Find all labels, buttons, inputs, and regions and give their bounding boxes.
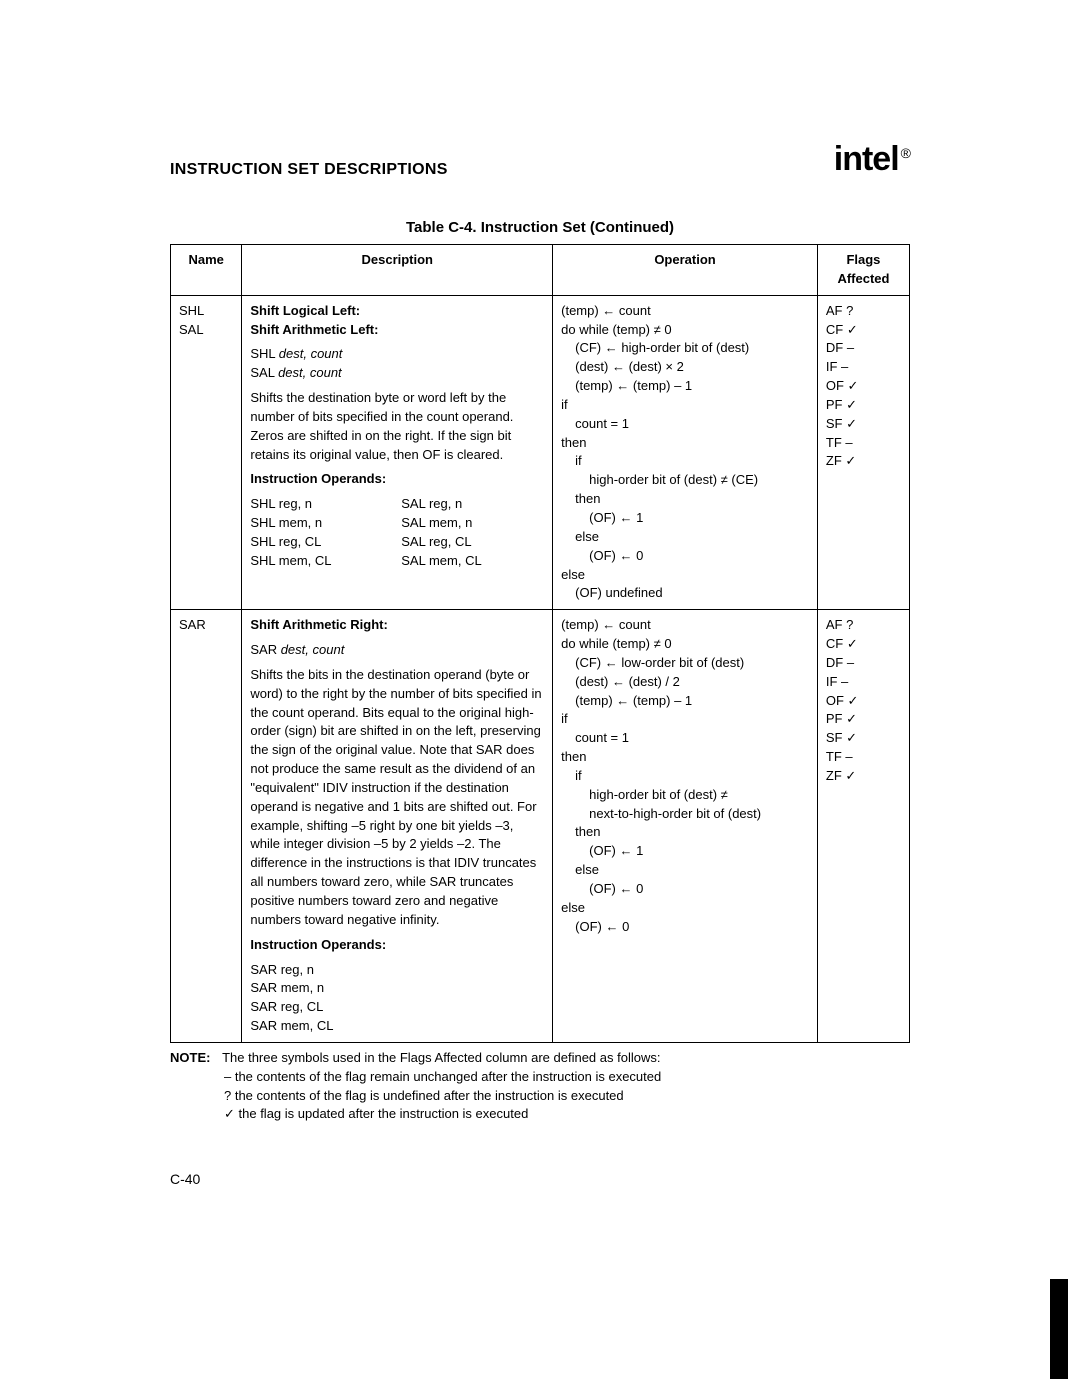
instruction-operation: (temp) ← countdo while (temp) ≠ 0(CF) ← …: [553, 295, 818, 610]
col-name: Name: [171, 245, 242, 296]
flags-affected: AF ?CF ✓DF –IF –OF ✓PF ✓SF ✓TF –ZF ✓: [817, 295, 909, 610]
note-label: NOTE:: [170, 1050, 210, 1065]
note-line: – the contents of the flag remain unchan…: [170, 1068, 910, 1087]
logo-text: intel: [834, 140, 899, 178]
table-row: SHLSALShift Logical Left:Shift Arithmeti…: [171, 295, 910, 610]
table-header-row: Name Description Operation Flags Affecte…: [171, 245, 910, 296]
note-line: ? the contents of the flag is undefined …: [170, 1087, 910, 1106]
page-number: C-40: [170, 1171, 200, 1187]
note: NOTE: The three symbols used in the Flag…: [170, 1049, 910, 1124]
flags-affected: AF ?CF ✓DF –IF –OF ✓PF ✓SF ✓TF –ZF ✓: [817, 610, 909, 1043]
col-flags: Flags Affected: [817, 245, 909, 296]
intel-logo: intel®: [834, 140, 910, 179]
table-title: Table C-4. Instruction Set (Continued): [170, 219, 910, 236]
instruction-table: Name Description Operation Flags Affecte…: [170, 244, 910, 1043]
table-row: SARShift Arithmetic Right:SAR dest, coun…: [171, 610, 910, 1043]
black-bar-icon: [1050, 1279, 1068, 1379]
page: INSTRUCTION SET DESCRIPTIONS intel® Tabl…: [0, 0, 1080, 1397]
instruction-operation: (temp) ← countdo while (temp) ≠ 0(CF) ← …: [553, 610, 818, 1043]
col-operation: Operation: [553, 245, 818, 296]
col-description: Description: [242, 245, 553, 296]
instruction-description: Shift Logical Left:Shift Arithmetic Left…: [242, 295, 553, 610]
section-title: INSTRUCTION SET DESCRIPTIONS: [170, 161, 448, 179]
note-line: The three symbols used in the Flags Affe…: [214, 1050, 660, 1065]
instruction-name: SAR: [171, 610, 242, 1043]
registered-icon: ®: [901, 145, 910, 161]
instruction-name: SHLSAL: [171, 295, 242, 610]
header: INSTRUCTION SET DESCRIPTIONS intel®: [170, 140, 910, 179]
note-line: ✓ the flag is updated after the instruct…: [170, 1105, 910, 1124]
instruction-description: Shift Arithmetic Right:SAR dest, countSh…: [242, 610, 553, 1043]
